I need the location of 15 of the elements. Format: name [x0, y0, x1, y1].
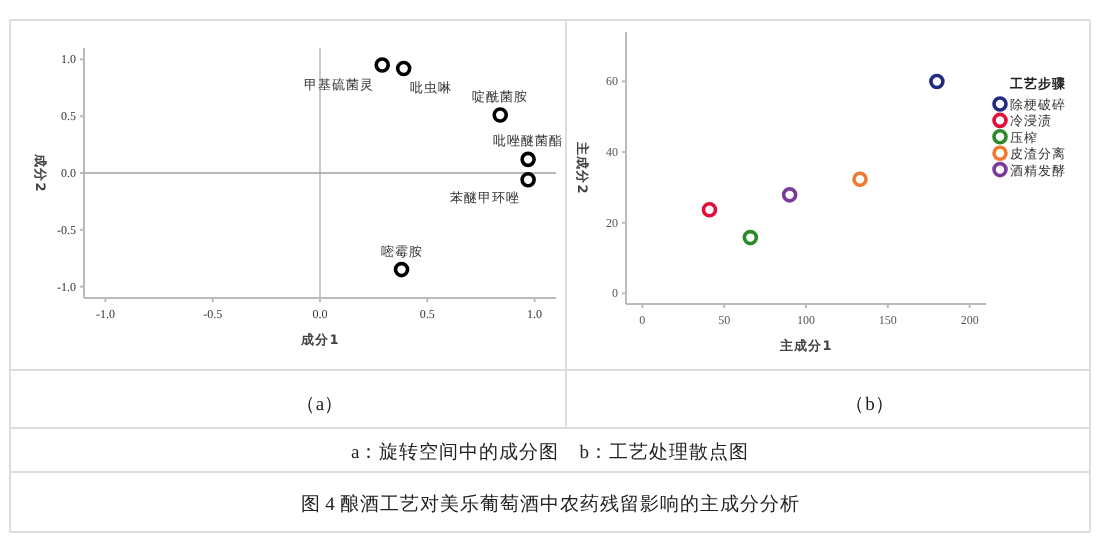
point	[374, 57, 391, 73]
point	[929, 73, 945, 90]
point	[852, 171, 868, 188]
point	[520, 151, 536, 168]
point	[492, 107, 509, 123]
text: （b）	[845, 396, 895, 416]
text: a：旋转空间中的成分图 b：工艺处理散点图	[351, 440, 749, 464]
point	[393, 261, 410, 278]
point	[395, 60, 412, 77]
caption: 图 4 酿酒工艺对美乐葡萄酒中农药残留影响的主成分分析	[300, 492, 800, 516]
point	[781, 187, 798, 203]
point	[520, 172, 536, 188]
point	[701, 201, 718, 218]
point	[742, 229, 759, 246]
text: （a）	[295, 396, 345, 416]
